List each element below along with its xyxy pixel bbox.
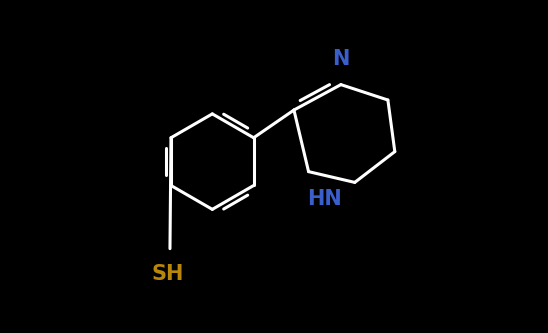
- Text: SH: SH: [151, 264, 184, 284]
- Text: HN: HN: [307, 188, 342, 208]
- Text: N: N: [332, 49, 350, 69]
